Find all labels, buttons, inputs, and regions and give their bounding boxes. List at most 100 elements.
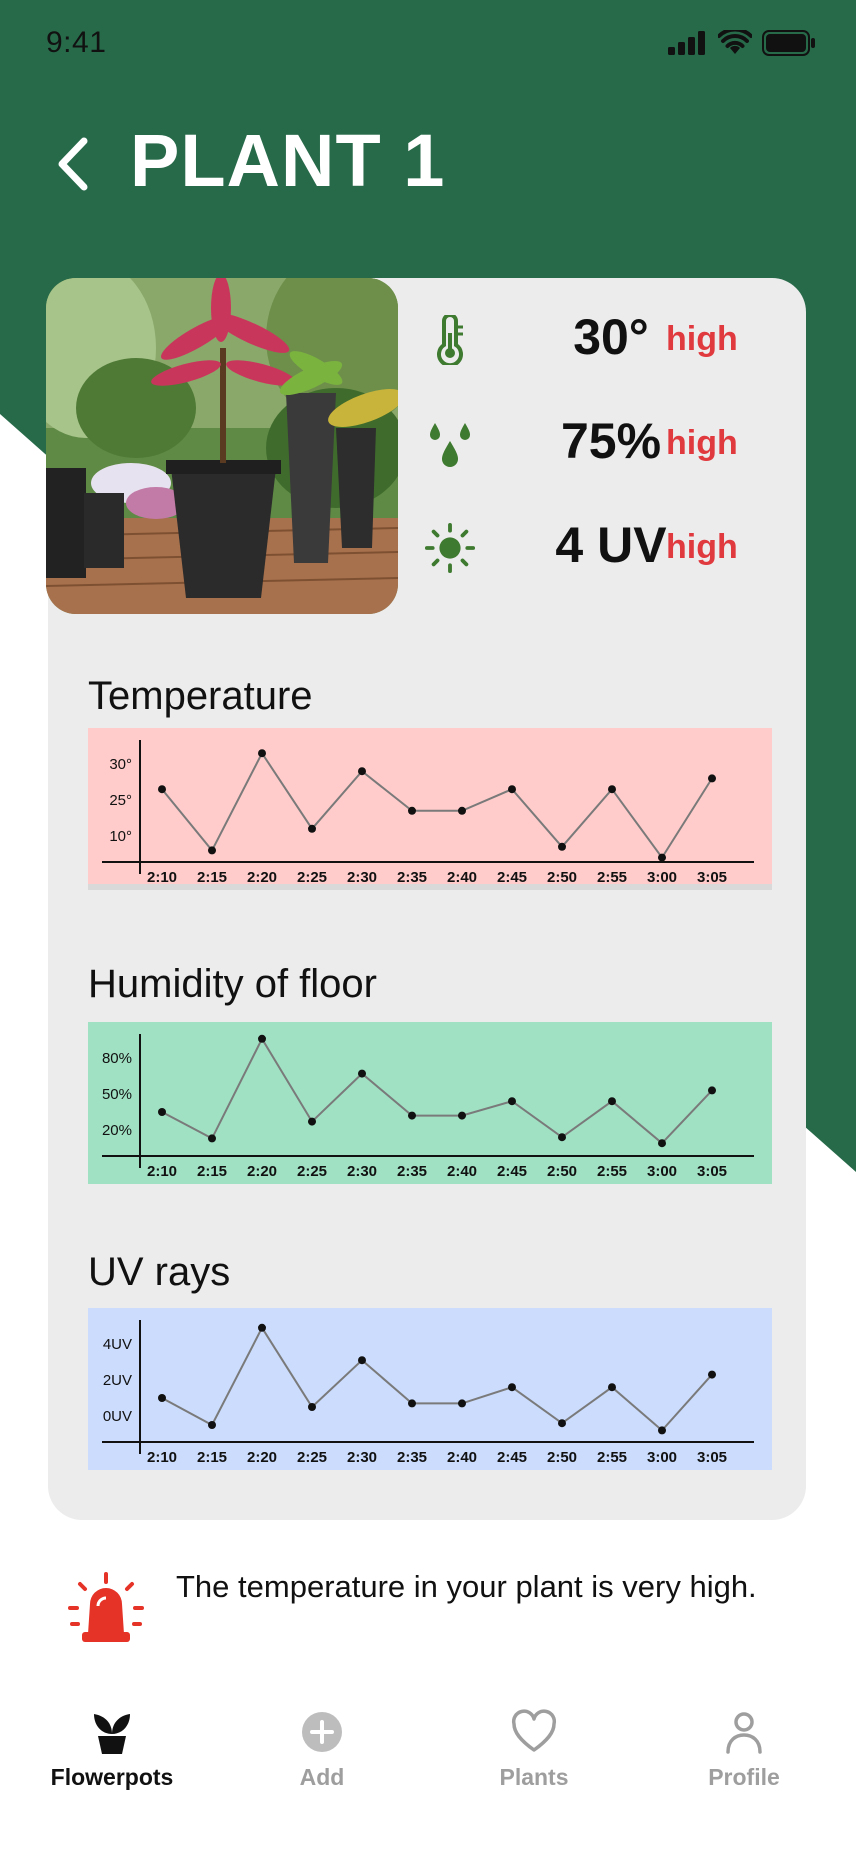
data-point (308, 1403, 316, 1411)
wifi-icon (718, 30, 752, 54)
x-tick-label: 2:40 (447, 869, 477, 886)
plant-pot-icon (94, 1714, 130, 1754)
y-tick-label: 50% (102, 1086, 132, 1103)
data-point (258, 1034, 266, 1043)
back-button[interactable] (48, 134, 98, 194)
x-tick-label: 2:20 (247, 1449, 277, 1466)
x-tick-label: 2:10 (147, 1163, 177, 1180)
plant-photo[interactable] (46, 278, 398, 614)
siren-icon (68, 1572, 144, 1642)
data-point (208, 1421, 216, 1429)
x-tick-label: 2:15 (197, 1449, 227, 1466)
heart-icon (511, 1709, 557, 1752)
humidity-value: 75% (560, 413, 662, 469)
metric-temperature: 30° high (420, 304, 780, 374)
y-tick-label: 2UV (103, 1372, 132, 1389)
profile-icon (726, 1712, 762, 1754)
tab-plants[interactable]: Plants (434, 1690, 634, 1800)
data-point (608, 785, 616, 794)
data-point (208, 1134, 216, 1143)
chart-background (88, 1022, 772, 1184)
x-tick-label: 3:00 (647, 1163, 677, 1180)
alert-banner: The temperature in your plant is very hi… (60, 1560, 820, 1660)
thermometer-icon (437, 315, 463, 365)
data-point (558, 1133, 566, 1142)
chart-background (88, 728, 772, 890)
tab-label: Profile (708, 1764, 780, 1790)
series-line (161, 1036, 713, 1145)
data-point (358, 1069, 366, 1078)
tab-add[interactable]: Add (222, 1690, 422, 1800)
data-point (658, 1139, 666, 1148)
x-tick-label: 2:20 (247, 869, 277, 886)
y-tick-label: 25° (109, 792, 132, 809)
temperature-chart-title: Temperature (88, 674, 313, 718)
water-drops-icon (430, 423, 470, 467)
add-icon (302, 1712, 342, 1752)
temperature-value: 30° (573, 309, 649, 365)
x-tick-label: 2:25 (297, 1163, 327, 1180)
status-bar: 9:41 (0, 0, 856, 90)
humidity-chart-title: Humidity of floor (88, 962, 377, 1006)
data-point (608, 1097, 616, 1106)
data-point (408, 806, 416, 815)
x-tick-label: 2:15 (197, 869, 227, 886)
humidity-status: high (666, 424, 738, 462)
y-tick-label: 4UV (103, 1336, 132, 1353)
x-tick-label: 2:30 (347, 1449, 377, 1466)
alert-text: The temperature in your plant is very hi… (176, 1569, 757, 1604)
data-point (708, 1086, 716, 1095)
humidity-chart: 80% 50% 20% 2:10 2:15 2:20 2:25 2:30 2:35 2:40 2:4… (88, 1022, 772, 1184)
temperature-status: high (666, 320, 738, 358)
tab-label: Plants (499, 1764, 569, 1790)
x-tick-label: 2:45 (497, 869, 527, 886)
x-tick-label: 3:05 (697, 1449, 727, 1466)
plant-photo-illustration (46, 278, 398, 614)
data-point (458, 1399, 466, 1408)
signal-icon (668, 31, 705, 55)
x-tick-label: 3:05 (697, 869, 727, 886)
data-point (258, 1323, 266, 1332)
x-tick-label: 2:50 (547, 1163, 577, 1180)
data-point (608, 1383, 616, 1392)
x-tick-label: 2:30 (347, 869, 377, 886)
x-tick-label: 2:10 (147, 869, 177, 886)
data-point (408, 1111, 416, 1120)
uv-value: 4 UV (555, 517, 667, 573)
y-tick-label: 10° (109, 828, 132, 845)
uv-chart-title: UV rays (88, 1250, 231, 1294)
chevron-left-icon (58, 137, 88, 191)
y-tick-label: 20% (102, 1122, 132, 1139)
tab-profile[interactable]: Profile (644, 1690, 844, 1800)
x-tick-label: 2:35 (397, 1163, 427, 1180)
x-tick-label: 2:35 (397, 869, 427, 886)
x-tick-label: 2:55 (597, 1449, 627, 1466)
x-tick-label: 2:55 (597, 1163, 627, 1180)
tab-flowerpots[interactable]: Flowerpots (12, 1690, 212, 1800)
data-point (708, 774, 716, 783)
x-tick-label: 2:45 (497, 1163, 527, 1180)
data-point (558, 1419, 566, 1428)
tab-label: Add (299, 1764, 345, 1790)
x-tick-label: 2:45 (497, 1449, 527, 1466)
temperature-chart-svg: 30° 25° 10° 2:10 2:15 2:20 2:25 2:30 2:35 2:40 2:4… (88, 728, 772, 890)
uv-chart-svg: 4UV 2UV 0UV 2:10 2:15 2:20 2:25 2:30 2:35 2:40 2:4… (88, 1308, 772, 1470)
header: PLANT 1 (0, 110, 856, 220)
x-tick-label: 2:40 (447, 1449, 477, 1466)
data-point (558, 842, 566, 851)
data-point (658, 1426, 666, 1435)
y-tick-label: 0UV (103, 1408, 132, 1425)
data-point (158, 785, 166, 794)
temperature-chart: 30° 25° 10° 2:10 2:15 2:20 2:25 2:30 2:35 2:40 2:4… (88, 728, 772, 890)
x-tick-label: 2:10 (147, 1449, 177, 1466)
series-line (161, 1325, 713, 1432)
x-tick-label: 2:35 (397, 1449, 427, 1466)
chart-shadow (88, 884, 772, 890)
sun-icon (424, 522, 476, 574)
y-tick-label: 30° (109, 756, 132, 773)
x-tick-label: 2:15 (197, 1163, 227, 1180)
x-tick-label: 2:40 (447, 1163, 477, 1180)
humidity-chart-svg: 80% 50% 20% 2:10 2:15 2:20 2:25 2:30 2:35 2:40 2:4… (88, 1022, 772, 1184)
tab-label: Flowerpots (50, 1764, 174, 1790)
data-point (408, 1399, 416, 1408)
